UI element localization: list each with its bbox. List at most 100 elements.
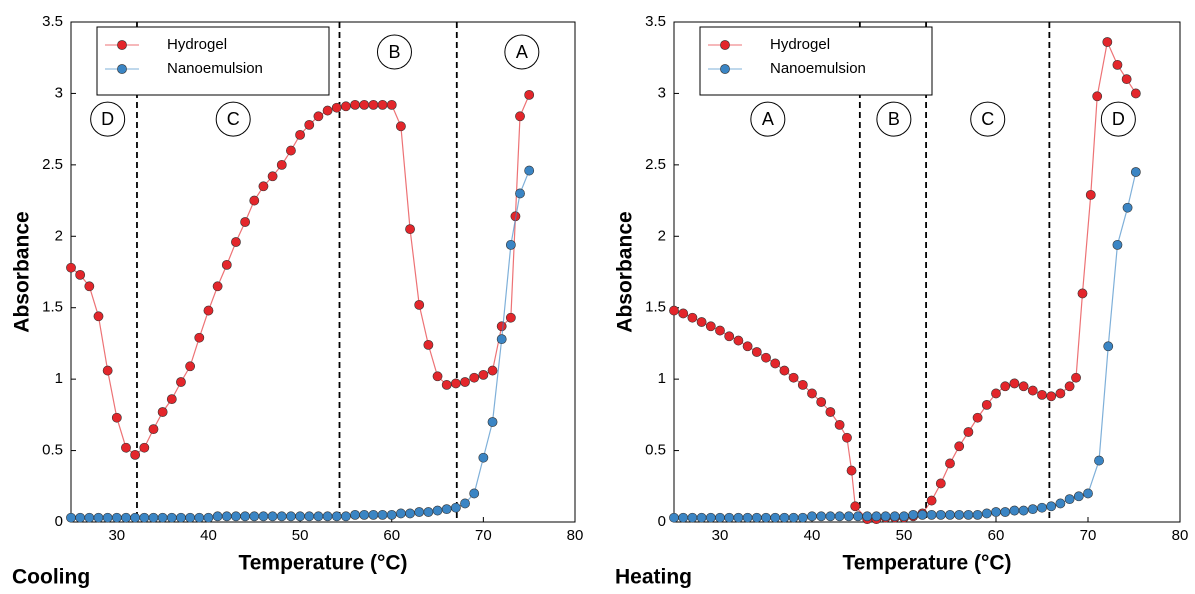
data-point — [935, 509, 946, 520]
data-point — [414, 507, 425, 517]
data-point — [331, 511, 342, 522]
data-point — [1121, 74, 1132, 85]
panel-caption: Heating — [615, 566, 692, 589]
x-tick-label: 60 — [988, 527, 1005, 544]
data-point — [450, 502, 461, 513]
panel: 0 0.5 1 1.5 2 2.5 3 3.5 30 40 50 60 70 80 Temperature … — [11, 13, 584, 589]
data-point — [742, 512, 753, 523]
data-point — [1073, 491, 1084, 502]
data-point — [834, 511, 845, 522]
data-point — [1000, 507, 1011, 517]
data-point — [231, 511, 241, 522]
data-point — [862, 511, 873, 522]
data-point — [825, 511, 836, 522]
legend-box — [699, 26, 933, 96]
data-point — [687, 512, 698, 523]
data-point — [249, 511, 260, 522]
x-tick-label: 70 — [475, 527, 492, 544]
data-point — [816, 397, 827, 407]
data-point — [770, 512, 781, 523]
data-point — [1046, 391, 1057, 402]
legend-marker — [720, 64, 730, 74]
data-point — [1064, 494, 1075, 505]
data-point — [908, 509, 919, 520]
data-point — [75, 512, 86, 523]
data-point — [212, 281, 223, 292]
data-point — [687, 312, 698, 323]
data-point — [75, 269, 86, 280]
data-point — [678, 512, 689, 523]
data-point — [469, 372, 480, 383]
data-point — [705, 321, 716, 332]
data-point — [724, 331, 735, 342]
data-point — [1103, 341, 1114, 352]
data-point — [991, 507, 1001, 517]
y-tick-label: 1 — [55, 370, 63, 387]
data-point — [102, 365, 113, 376]
data-point — [1037, 502, 1047, 513]
data-point — [460, 377, 470, 387]
data-point — [788, 372, 799, 383]
data-point — [258, 181, 269, 192]
region-label: D — [101, 109, 114, 129]
data-point — [1000, 381, 1011, 392]
data-point — [194, 332, 205, 343]
y-tick-label: 3 — [55, 84, 63, 101]
x-tick-label: 70 — [1080, 527, 1097, 544]
x-axis-label: Temperature (°C) — [238, 552, 407, 575]
data-point — [496, 334, 507, 345]
data-point — [1102, 37, 1113, 47]
data-point — [432, 505, 443, 516]
x-axis-label: Temperature (°C) — [842, 552, 1011, 575]
region-circle — [376, 34, 412, 70]
data-point — [1077, 288, 1088, 299]
data-point — [972, 509, 983, 520]
data-point — [963, 509, 974, 520]
legend-box — [96, 26, 330, 96]
data-point — [669, 305, 679, 316]
y-tick-label: 1.5 — [645, 299, 666, 316]
data-point — [842, 432, 852, 443]
data-point — [871, 511, 882, 522]
data-point — [807, 511, 817, 522]
region-label: D — [1112, 109, 1125, 129]
data-point — [496, 321, 507, 332]
data-point — [926, 509, 937, 520]
data-point — [843, 511, 854, 522]
data-point — [1018, 505, 1029, 516]
legend-label: Hydrogel — [770, 36, 830, 53]
data-point — [524, 89, 535, 100]
y-tick-label: 3 — [658, 84, 666, 101]
data-point — [1094, 455, 1104, 466]
data-point — [715, 325, 725, 336]
data-point — [751, 347, 762, 357]
data-point — [212, 511, 223, 522]
data-point — [487, 365, 498, 376]
data-point — [221, 511, 232, 522]
region-label: C — [227, 109, 240, 129]
region-label: B — [888, 109, 900, 129]
plot-frame — [673, 21, 1181, 523]
region-circle — [504, 34, 540, 70]
y-tick-label: 0.5 — [42, 442, 63, 459]
data-point — [797, 512, 808, 523]
x-tick-label: 80 — [1172, 527, 1189, 544]
data-point — [267, 511, 278, 522]
data-point — [295, 511, 305, 522]
data-point — [203, 512, 214, 523]
data-point — [359, 509, 370, 520]
data-point — [751, 512, 762, 523]
data-point — [395, 121, 406, 132]
data-point — [926, 495, 937, 506]
data-point — [121, 442, 131, 453]
data-point — [423, 507, 434, 517]
data-point — [779, 512, 790, 523]
y-axis-label: Absorbance — [11, 211, 34, 332]
series-line — [71, 170, 530, 519]
data-point — [1009, 505, 1020, 516]
data-point — [322, 105, 333, 116]
data-point — [313, 111, 324, 122]
data-point — [834, 419, 845, 430]
data-point — [166, 394, 177, 405]
data-point — [405, 508, 415, 519]
